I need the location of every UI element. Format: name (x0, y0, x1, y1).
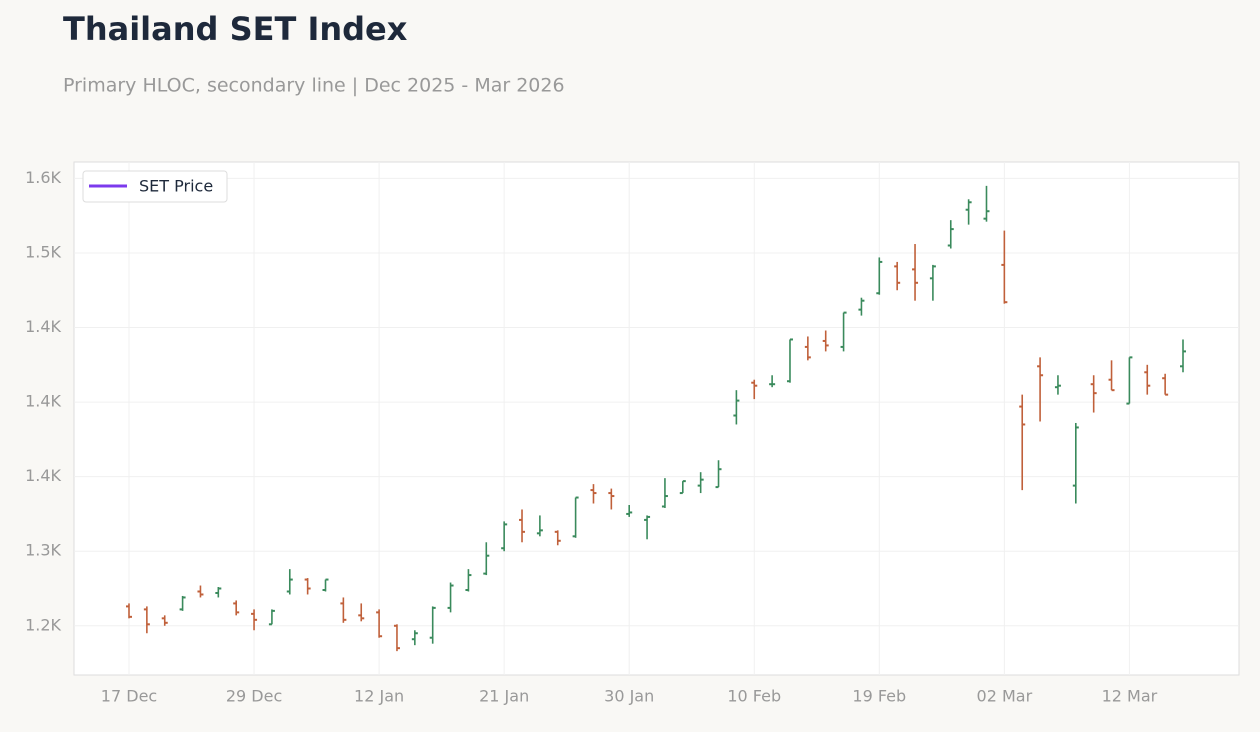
ohlc-bar (912, 244, 919, 301)
legend-box (82, 170, 228, 203)
ohlc-bar (501, 521, 508, 552)
ohlc-bar (894, 261, 901, 291)
ohlc-bar (429, 606, 436, 644)
x-tick-label: 02 Mar (977, 687, 1033, 706)
ohlc-bar (483, 542, 490, 576)
ohlc-bar (393, 624, 400, 652)
ohlc-bar (1001, 230, 1008, 304)
ohlc-bar (233, 600, 240, 616)
ohlc-bar (286, 569, 293, 595)
ohlc-bar (679, 480, 686, 495)
ohlc-bar (1037, 357, 1044, 422)
plot-area (73, 161, 1240, 676)
ohlc-bar (590, 484, 597, 504)
ohlc-bar (626, 504, 633, 517)
ohlc-bar (447, 582, 454, 613)
x-tick-label: 21 Jan (479, 687, 529, 706)
ohlc-bar (1090, 375, 1097, 413)
ohlc-bar (786, 338, 793, 383)
y-tick-label: 1.4K (25, 392, 61, 411)
ohlc-bar (1072, 422, 1079, 504)
ohlc-bar (965, 199, 972, 225)
ohlc-bar (179, 595, 186, 611)
ohlc-bar (340, 597, 347, 623)
ohlc-bar (268, 609, 275, 626)
ohlc-bar (536, 515, 543, 537)
ohlc-bar (644, 515, 651, 540)
ohlc-bar (358, 603, 365, 622)
ohlc-bar (661, 478, 668, 508)
ohlc-bar (715, 460, 722, 489)
ohlc-bar (751, 379, 758, 400)
ohlc-bar (983, 185, 990, 222)
y-tick-label: 1.3K (25, 541, 61, 560)
ohlc-bar (1126, 356, 1133, 405)
legend: SET Price (82, 170, 228, 203)
ohlc-bar (143, 606, 150, 634)
ohlc-bar (197, 585, 204, 598)
ohlc-bar (1162, 373, 1169, 396)
ohlc-bar (572, 496, 579, 538)
y-tick-label: 1.5K (25, 242, 61, 261)
ohlc-bar (322, 578, 329, 592)
ohlc-bar (1054, 375, 1061, 395)
x-tick-label: 19 Feb (852, 687, 906, 706)
ohlc-bar (519, 509, 526, 543)
ohlc-bar (929, 264, 936, 301)
ohlc-bar (554, 530, 561, 546)
legend-label: SET Price (139, 177, 213, 196)
chart-subtitle: Primary HLOC, secondary line | Dec 2025 … (63, 75, 565, 97)
ohlc-bar (822, 330, 829, 352)
ohlc-bar (376, 609, 383, 638)
x-tick-label: 30 Jan (604, 687, 654, 706)
x-tick-label: 10 Feb (727, 687, 781, 706)
x-tick-label: 17 Dec (101, 687, 157, 706)
ohlc-bar (126, 603, 132, 619)
ohlc-bar (733, 390, 740, 425)
y-tick-label: 1.2K (25, 615, 61, 634)
ohlc-bar (840, 311, 847, 352)
ohlc-bar (804, 336, 811, 361)
chart-title: Thailand SET Index (63, 10, 408, 48)
x-tick-label: 29 Dec (226, 687, 282, 706)
x-tick-label: 12 Jan (354, 687, 404, 706)
ohlc-bar (1144, 364, 1151, 395)
ohlc-bar (858, 297, 865, 316)
y-tick-label: 1.4K (25, 317, 61, 336)
ohlc-bar (411, 630, 418, 646)
ohlc-bar (215, 587, 222, 598)
y-tick-label: 1.6K (25, 168, 61, 187)
ohlc-bar (608, 488, 615, 510)
x-tick-label: 12 Mar (1102, 687, 1158, 706)
ohlc-bar (876, 257, 883, 295)
ohlc-bar (947, 220, 954, 249)
ohlc-bar (465, 569, 472, 592)
ohlc-bar (1019, 394, 1026, 491)
y-tick-label: 1.4K (25, 466, 61, 485)
ohlc-bar (769, 375, 776, 388)
ohlc-bar (251, 609, 258, 631)
ohlc-bar (304, 578, 311, 595)
ohlc-bar (161, 615, 168, 626)
ohlc-bar (1108, 360, 1115, 392)
ohlc-bar (1180, 339, 1186, 373)
ohlc-bar (697, 472, 704, 494)
